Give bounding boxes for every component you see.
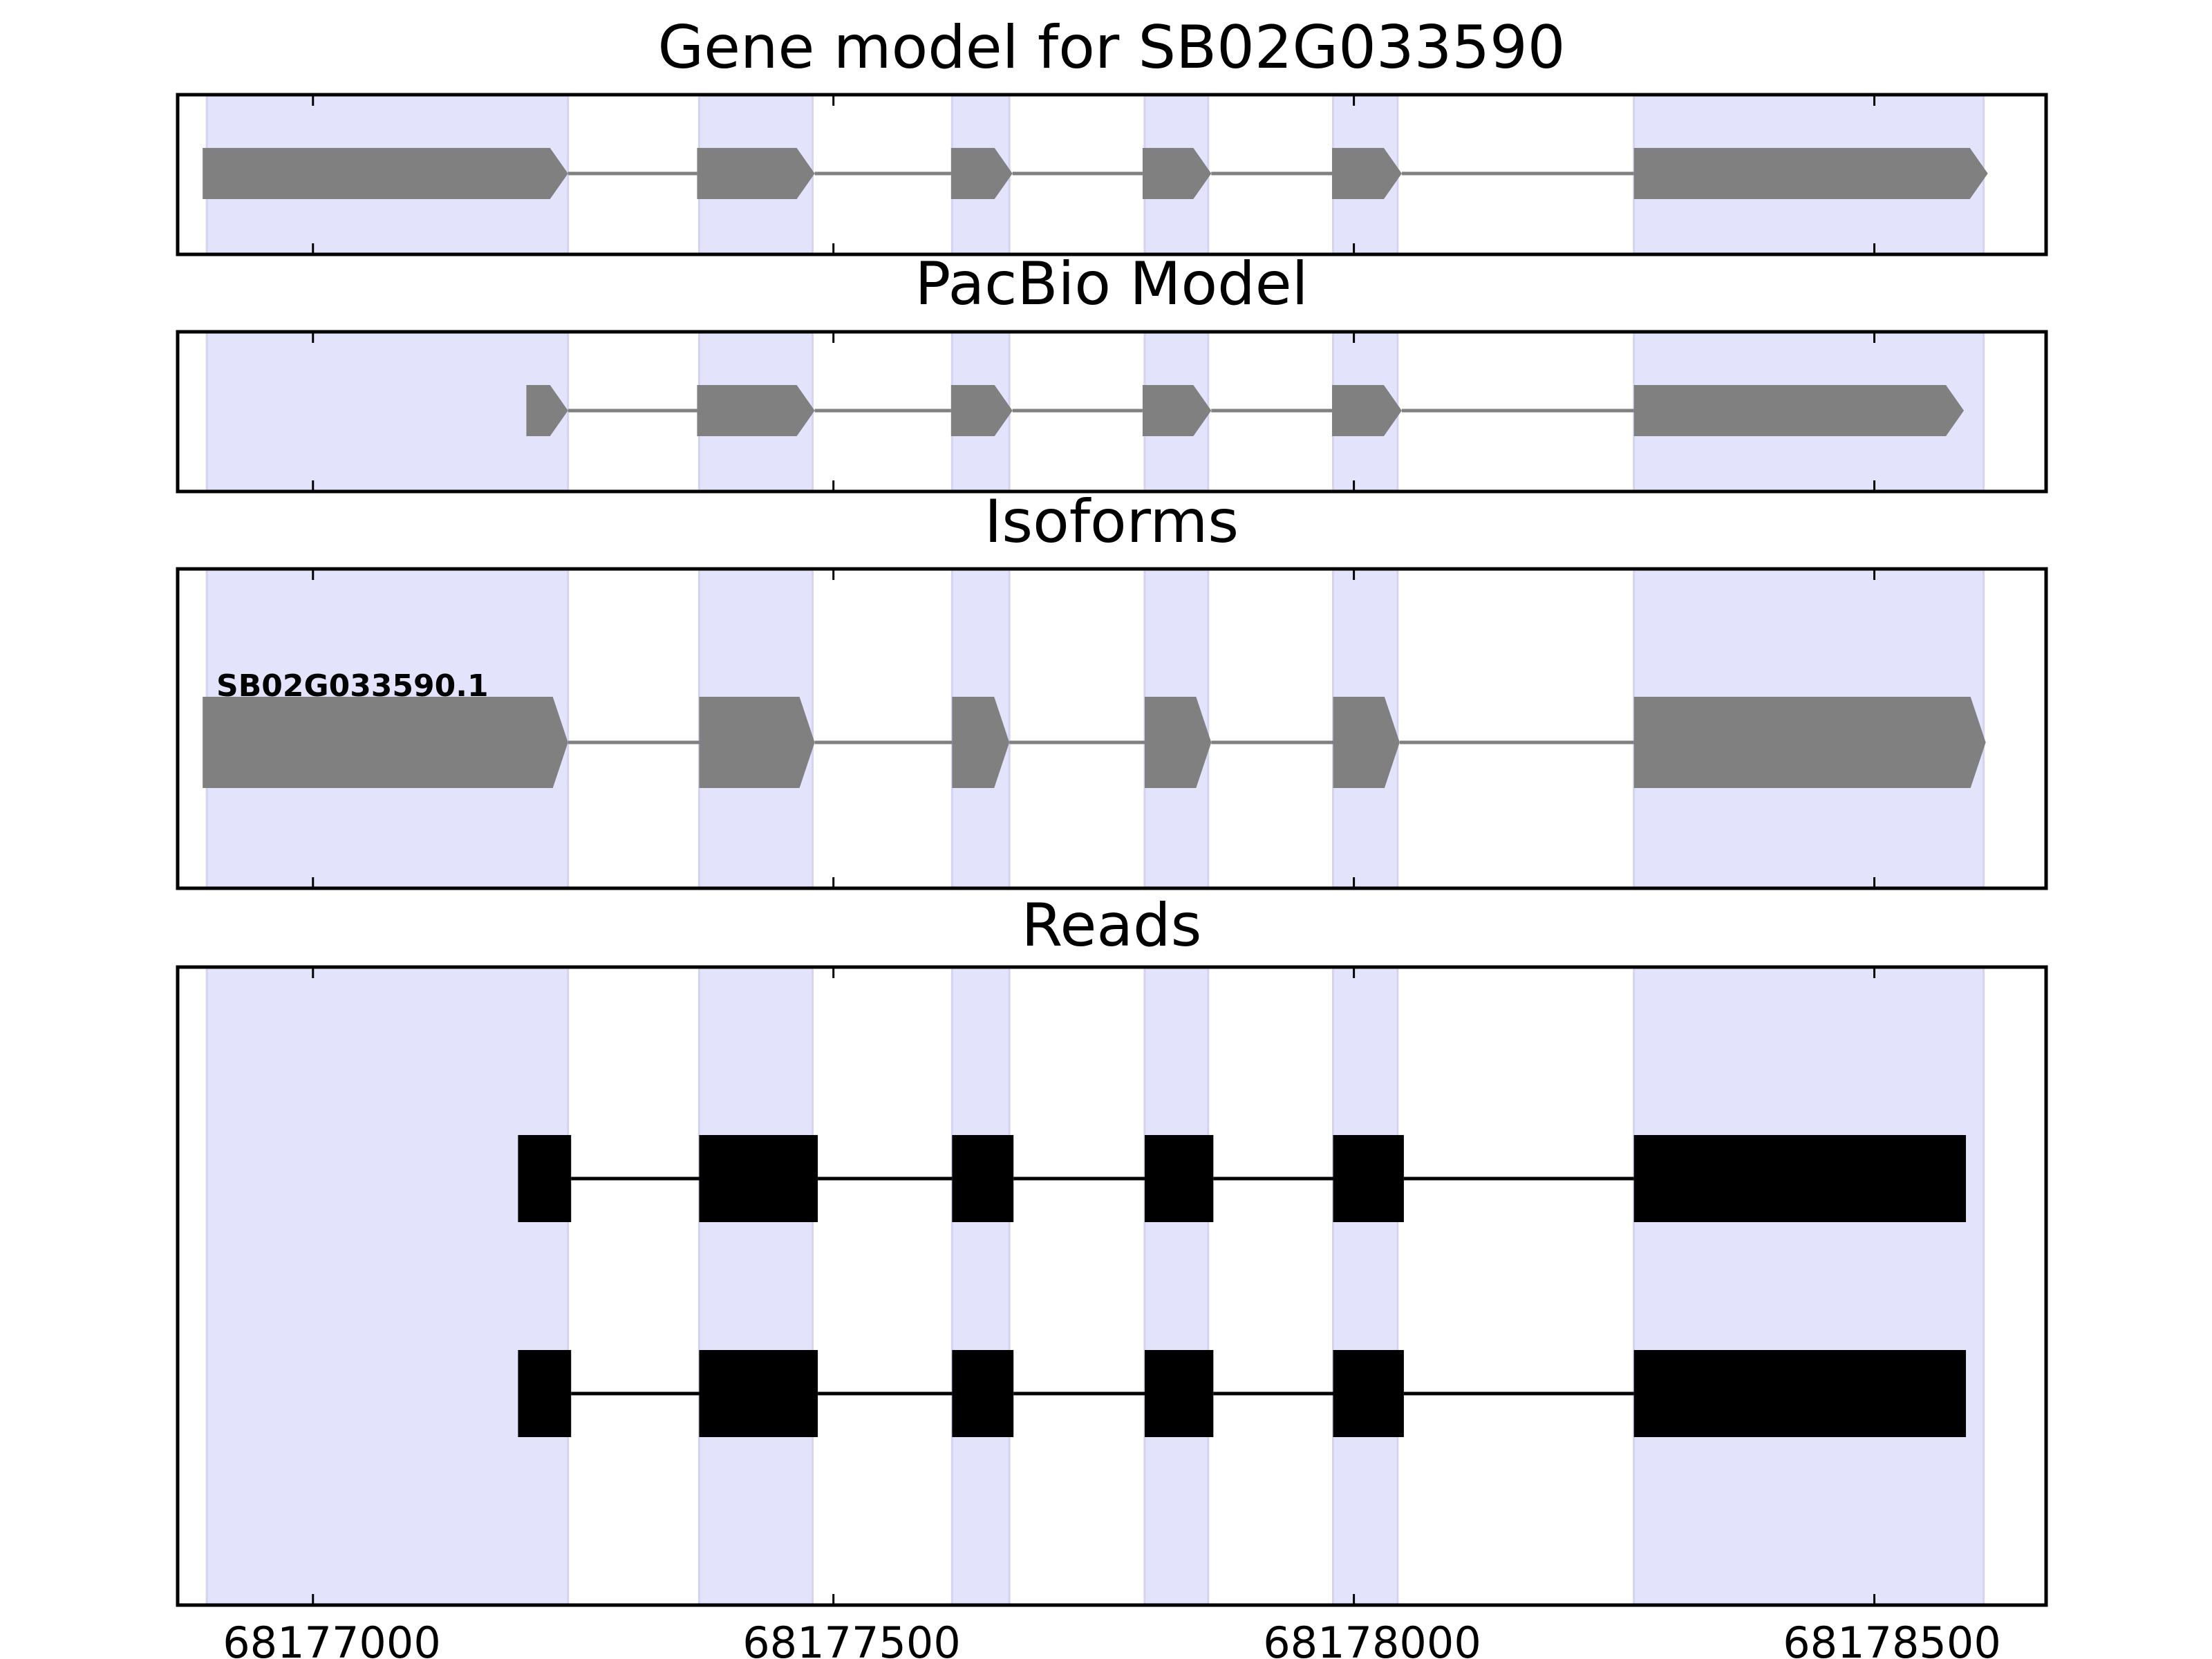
exon-band (1143, 966, 1210, 1606)
pacbio-model-exon (697, 385, 815, 436)
panel-pacbio-model-features (526, 385, 1965, 436)
isoform-exon (1333, 697, 1400, 788)
panel-gene-model-features (203, 148, 1988, 199)
gene-model-exon (697, 148, 815, 199)
pacbio-model-exon (1331, 385, 1402, 436)
panel-gene-model-title: Gene model for SB02G033590 (658, 13, 1566, 82)
panel-isoforms: Isoforms SB02G033590.1 (176, 487, 2048, 890)
exon-band (697, 966, 814, 1606)
panel-isoforms-title: Isoforms (984, 487, 1239, 556)
exon-band (1331, 966, 1399, 1606)
read-exon (1333, 1350, 1404, 1437)
panel-reads-exon-bands (205, 966, 1985, 1606)
isoform-exon (952, 697, 1010, 788)
panel-isoforms-ticks (312, 569, 1876, 888)
x-tick-label: 68177000 (223, 1618, 441, 1659)
isoform-exon (699, 697, 815, 788)
isoform-exon (203, 697, 568, 788)
panel-pacbio-model: PacBio Model (176, 250, 2048, 494)
panel-pacbio-model-ticks (312, 332, 1876, 491)
x-tick-label: 68178500 (1783, 1618, 2001, 1659)
gene-model-exon (203, 148, 568, 199)
read-exon (518, 1350, 572, 1437)
panel-gene-model-ticks (312, 95, 1876, 254)
read-exon (1144, 1350, 1214, 1437)
panel-pacbio-model-title: PacBio Model (915, 250, 1308, 319)
read-exon (1333, 1135, 1404, 1222)
exon-band (950, 966, 1011, 1606)
pacbio-model-exon (1633, 385, 1965, 436)
panel-isoforms-features (203, 697, 1986, 788)
read-exon (699, 1350, 818, 1437)
read-exon (952, 1135, 1014, 1222)
panel-isoforms-frame (176, 567, 2048, 890)
panel-pacbio-model-frame (176, 330, 2048, 494)
panel-reads-title: Reads (1022, 891, 1202, 960)
gene-model-exon (950, 148, 1013, 199)
x-tick-label: 68178000 (1263, 1618, 1481, 1659)
pacbio-model-exon (1142, 385, 1212, 436)
panel-reads-features (518, 1135, 1967, 1437)
read-exon (699, 1135, 818, 1222)
exon-band (1633, 966, 1985, 1606)
gene-model-exon (1142, 148, 1212, 199)
pacbio-model-exon (950, 385, 1013, 436)
isoform-exon (1633, 697, 1986, 788)
x-axis-tick-labels: 68177000 68177500 68178000 68178500 (223, 1618, 2001, 1659)
isoform-label: SB02G033590.1 (216, 668, 489, 704)
exon-band (205, 966, 570, 1606)
read-exon (1144, 1135, 1214, 1222)
x-tick-label: 68177500 (742, 1618, 961, 1659)
read-exon (952, 1350, 1014, 1437)
panel-gene-model-frame (176, 93, 2048, 256)
panel-reads-ticks (312, 967, 1876, 1605)
isoform-exon (1144, 697, 1212, 788)
panel-reads-frame (176, 965, 2048, 1607)
gene-model-exon (1633, 148, 1988, 199)
read-exon (1633, 1135, 1967, 1222)
panel-gene-model: Gene model for SB02G033590 (176, 13, 2048, 256)
exon-band (205, 330, 570, 493)
read-exon (518, 1135, 572, 1222)
gene-model-exon (1331, 148, 1402, 199)
read-exon (1633, 1350, 1967, 1437)
panel-reads: Reads 68177000 68177500 68178000 6817850… (176, 891, 2048, 1659)
pacbio-model-exon (526, 385, 568, 436)
